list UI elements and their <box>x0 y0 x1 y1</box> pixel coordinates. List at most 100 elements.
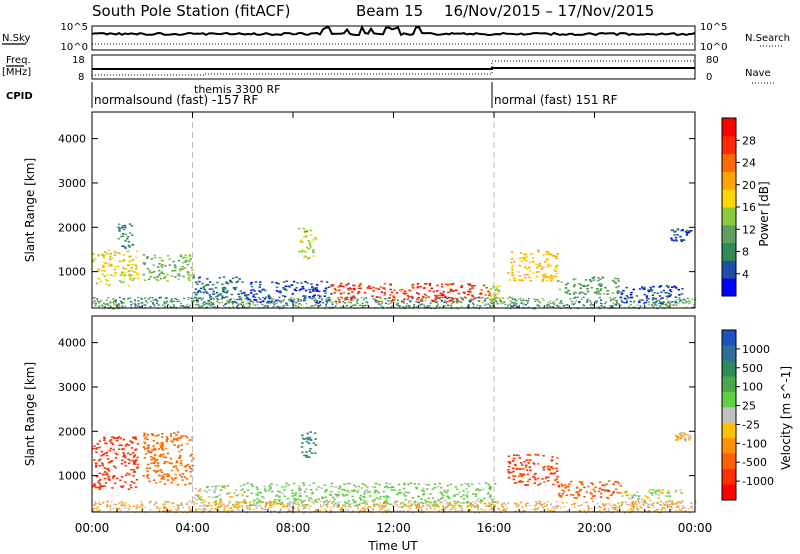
velocity-cell <box>251 485 254 487</box>
velocity-cell <box>368 506 371 508</box>
velocity-cell <box>297 503 299 505</box>
velocity-cell <box>665 505 668 507</box>
velocity-cell <box>302 512 305 514</box>
power-cell <box>417 293 420 295</box>
power-cell <box>202 302 204 305</box>
power-cell <box>380 300 383 303</box>
velocity-cell <box>231 509 233 512</box>
power-cell <box>223 291 226 294</box>
power-cell <box>299 288 303 290</box>
velocity-cell <box>162 503 164 505</box>
power-cell <box>441 299 443 302</box>
power-cell <box>638 288 641 290</box>
velocity-cell <box>146 474 150 476</box>
velocity-cell <box>456 501 459 503</box>
power-cell <box>324 292 327 295</box>
velocity-cell <box>366 508 368 510</box>
velocity-cell <box>688 439 691 441</box>
power-cell <box>267 295 271 297</box>
velocity-cell <box>315 498 318 501</box>
power-cell <box>459 296 462 298</box>
power-cell <box>529 279 532 282</box>
power-cell <box>253 299 256 301</box>
power-cell <box>615 286 618 289</box>
power-cell <box>212 302 214 304</box>
power-cell <box>223 296 226 299</box>
velocity-cell <box>424 499 427 502</box>
velocity-cell <box>508 462 512 465</box>
power-cell <box>437 294 440 297</box>
power-cell <box>553 303 556 305</box>
velocity-cell <box>377 491 380 494</box>
velocity-cell <box>614 480 617 483</box>
power-cell <box>213 298 215 300</box>
velocity-cell <box>167 473 170 476</box>
power-cell <box>163 303 166 305</box>
power-cell <box>578 300 580 303</box>
power-cell <box>506 305 509 307</box>
velocity-cell <box>378 506 381 508</box>
velocity-cell <box>162 453 165 456</box>
velocity-cell <box>285 482 288 485</box>
power-cell <box>541 280 544 282</box>
power-cell <box>113 308 116 310</box>
power-cell <box>594 291 597 294</box>
power-cell <box>99 280 103 283</box>
velocity-cell <box>99 485 102 487</box>
velocity-cell <box>415 487 418 490</box>
velocity-cell <box>522 473 526 475</box>
velocity-cell <box>224 507 227 509</box>
power-cell <box>584 293 587 295</box>
velocity-cell <box>347 500 351 502</box>
power-cell <box>611 279 614 282</box>
velocity-cell <box>112 508 115 510</box>
velocity-cell <box>357 505 360 507</box>
velocity-cell <box>184 465 188 467</box>
power-cell <box>685 301 688 303</box>
power-cell <box>569 298 572 300</box>
velocity-cell <box>287 508 290 510</box>
power-cell <box>304 289 308 292</box>
power-cell <box>206 292 209 294</box>
power-cell <box>179 269 182 272</box>
velocity-cell <box>98 488 101 490</box>
power-cell <box>484 304 486 306</box>
power-cell <box>665 305 668 307</box>
velocity-cell <box>684 510 687 512</box>
velocity-cell <box>95 486 98 489</box>
power-cell <box>428 283 432 285</box>
power-cell <box>158 297 161 299</box>
power-cell <box>643 293 646 296</box>
velocity-cell <box>590 497 593 500</box>
power-cell <box>493 299 496 302</box>
velocity-cbar-swatch <box>722 438 736 455</box>
velocity-cell <box>140 504 143 507</box>
power-cell <box>516 306 518 308</box>
power-cell <box>431 300 435 302</box>
power-cell <box>353 297 356 299</box>
velocity-cell <box>340 510 343 512</box>
power-cell <box>297 303 300 305</box>
velocity-cell <box>503 509 506 511</box>
velocity-cell <box>94 484 97 487</box>
velocity-cell <box>637 498 640 501</box>
velocity-cell <box>667 490 670 492</box>
power-cell <box>455 289 458 291</box>
velocity-cell <box>644 495 647 497</box>
velocity-cell <box>630 497 633 500</box>
power-cell <box>440 294 443 297</box>
velocity-cell <box>375 503 378 505</box>
velocity-cell <box>356 491 359 493</box>
velocity-cell <box>335 494 338 497</box>
velocity-cell <box>147 463 150 466</box>
power-cell <box>151 297 154 299</box>
power-cell <box>157 275 160 277</box>
power-cell <box>278 305 281 308</box>
velocity-cell <box>127 488 130 490</box>
velocity-cell <box>283 489 286 491</box>
power-cell <box>381 306 384 308</box>
power-cell <box>170 299 173 301</box>
power-cell <box>158 257 162 259</box>
power-cell <box>648 301 650 303</box>
power-cell <box>144 306 147 309</box>
